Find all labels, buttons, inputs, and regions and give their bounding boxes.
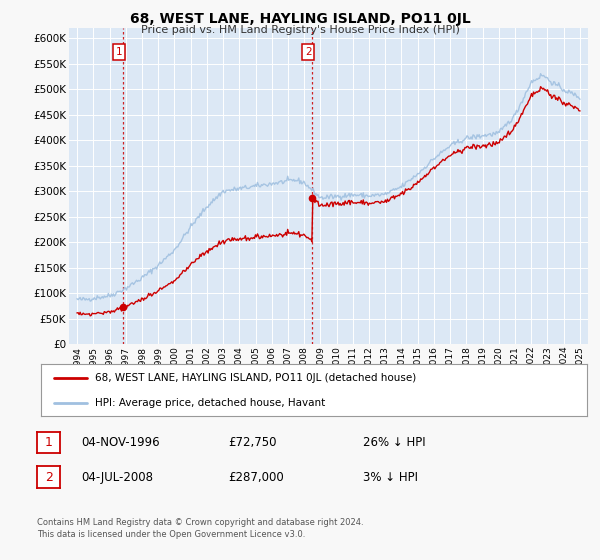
Text: 1: 1 [44,436,53,449]
Text: £72,750: £72,750 [228,436,277,449]
Text: 04-NOV-1996: 04-NOV-1996 [81,436,160,449]
Text: 2: 2 [305,47,311,57]
Text: 04-JUL-2008: 04-JUL-2008 [81,470,153,484]
Text: HPI: Average price, detached house, Havant: HPI: Average price, detached house, Hava… [95,398,326,408]
Text: 2: 2 [44,470,53,484]
Text: 26% ↓ HPI: 26% ↓ HPI [363,436,425,449]
Text: £287,000: £287,000 [228,470,284,484]
Text: 3% ↓ HPI: 3% ↓ HPI [363,470,418,484]
Text: Price paid vs. HM Land Registry's House Price Index (HPI): Price paid vs. HM Land Registry's House … [140,25,460,35]
Text: 68, WEST LANE, HAYLING ISLAND, PO11 0JL: 68, WEST LANE, HAYLING ISLAND, PO11 0JL [130,12,470,26]
Text: 68, WEST LANE, HAYLING ISLAND, PO11 0JL (detached house): 68, WEST LANE, HAYLING ISLAND, PO11 0JL … [95,373,416,383]
Text: 1: 1 [116,47,122,57]
Text: Contains HM Land Registry data © Crown copyright and database right 2024.
This d: Contains HM Land Registry data © Crown c… [37,518,364,539]
